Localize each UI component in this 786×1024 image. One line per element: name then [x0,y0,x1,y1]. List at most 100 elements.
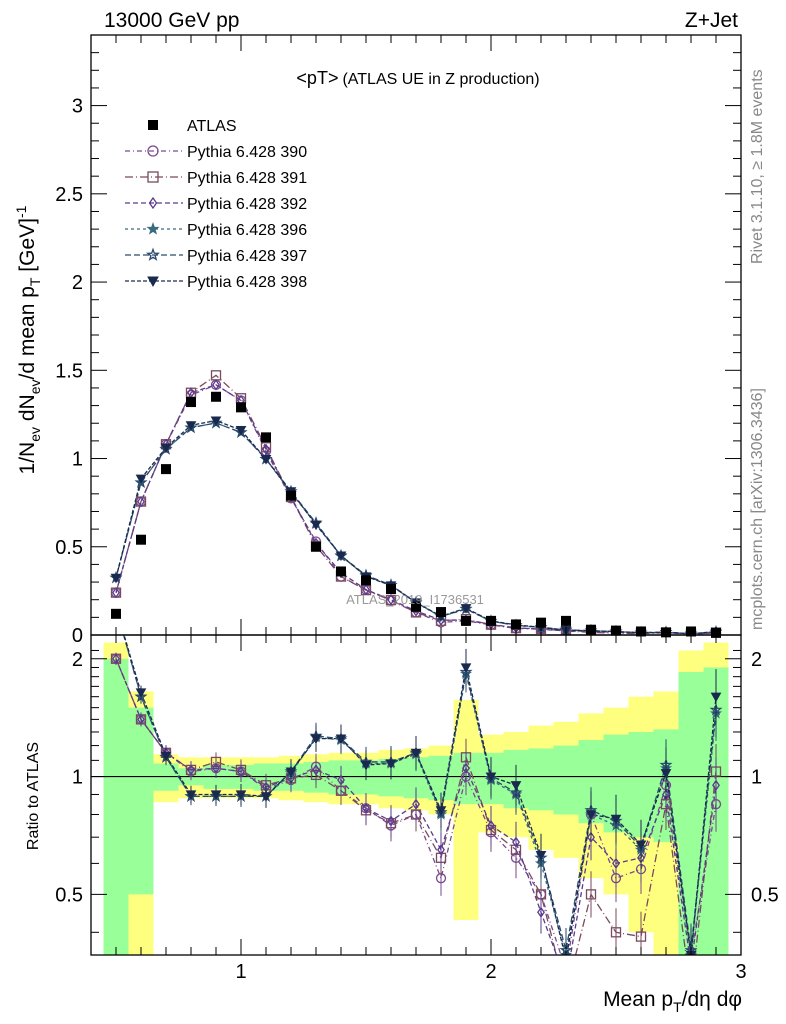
ratio-point [537,906,545,918]
rivet-label: Rivet 3.1.10, ≥ 1.8M events [749,69,766,264]
series-point [112,587,120,599]
data-point [236,402,246,413]
ratio-point [185,790,197,801]
ratio-point [137,713,145,726]
ratio-point [585,810,597,821]
series-point [160,443,172,454]
ratio-point [337,774,345,786]
data-point [361,575,371,586]
header-right: Z+Jet [685,9,738,32]
ratio-point [710,692,722,703]
legend-entry: ATLAS [148,118,237,135]
series-point [335,551,347,562]
ratio-point [512,836,520,848]
ratio-point [635,840,647,851]
series-point [362,583,370,596]
x-tick-label: 2 [485,961,496,983]
series-point [235,426,247,436]
ratio-point [135,688,147,699]
ratio-tick-label: 0.5 [751,884,779,906]
watermark: ATLAS_2019_I1736531 [346,592,484,607]
legend-marker [146,221,160,235]
series-point [310,520,322,531]
ratio-point [712,779,720,791]
data-point [111,608,121,619]
band-inner [528,748,554,811]
data-point [511,619,521,630]
x-axis-label: Mean pT/dη dφ [603,988,742,1015]
ratio-point [487,819,495,832]
data-point [386,584,396,595]
legend-marker [148,120,158,130]
ratio-point [460,663,472,674]
legend-entry: Pythia 6.428 398 [125,274,307,291]
ratio-point [562,988,571,997]
legend-entry: Pythia 6.428 396 [125,221,307,239]
y-axis-label: 1/Nev dNev/d mean pT [GeV]-1 [13,205,43,474]
ratio-point [437,844,445,856]
legend-label: Pythia 6.428 397 [187,248,307,265]
ratio-point [112,653,120,665]
data-point [536,617,546,628]
ratio-bands [103,642,729,955]
legend-entry: Pythia 6.428 391 [125,170,307,187]
y-tick-label: 0.5 [55,537,83,559]
data-point [286,490,296,501]
x-tick-label: 1 [235,961,246,983]
series-point [135,474,147,485]
data-point [311,541,321,552]
ratio-point [212,762,220,774]
ratio-tick-label: 1 [72,767,83,789]
band-inner [103,658,129,955]
ratio-point [260,792,272,802]
ratio-point [612,857,620,870]
series-point [134,475,148,489]
ratio-point [160,751,172,762]
ratio-point [535,850,547,861]
mcplots-label: mcplots.cern.ch [arXiv:1306.3436] [749,388,766,630]
data-point [211,391,221,402]
ratio-point [610,814,622,825]
legend-label: Pythia 6.428 396 [187,222,307,239]
ratio-point [435,806,447,816]
ratio-point [412,798,420,810]
ratio-point [335,734,347,745]
band-inner [553,745,579,815]
series-point [260,442,272,453]
ratio-point [285,767,297,778]
series-point [460,604,472,614]
legend-label: Pythia 6.428 390 [187,144,307,161]
ratio-point [210,790,222,801]
series-point [137,495,145,508]
series-point [185,421,197,431]
legend-entry: Pythia 6.428 397 [125,247,307,265]
legend-label: Pythia 6.428 398 [187,274,307,291]
ratio-point [660,769,672,779]
y-tick-label: 1 [72,449,83,471]
ratio-point [237,765,245,778]
data-point [336,566,346,577]
data-point [186,397,196,408]
y-tick-label: 0 [72,625,83,647]
series-point [387,594,395,606]
data-point [161,464,171,475]
ratio-point [587,831,595,843]
legend-marker [147,145,159,157]
ratio-point [485,772,497,783]
legend-entry: Pythia 6.428 390 [125,144,307,161]
y-tick-label: 2 [72,272,83,294]
header-left: 13000 GeV pp [104,9,239,32]
data-point [436,607,446,618]
ratio-point [360,760,372,771]
series-point [210,416,222,427]
data-point [461,615,471,626]
x-tick-label: 3 [735,961,746,983]
ratio-tick-label: 1 [751,767,762,789]
ratio-point [387,815,395,827]
data-point [261,432,271,443]
ratio-series-marks [110,648,723,997]
chart-title: <pT> (ATLAS UE in Z production) [296,68,539,88]
data-point [411,601,421,612]
ratio-tick-label: 0.5 [55,884,83,906]
